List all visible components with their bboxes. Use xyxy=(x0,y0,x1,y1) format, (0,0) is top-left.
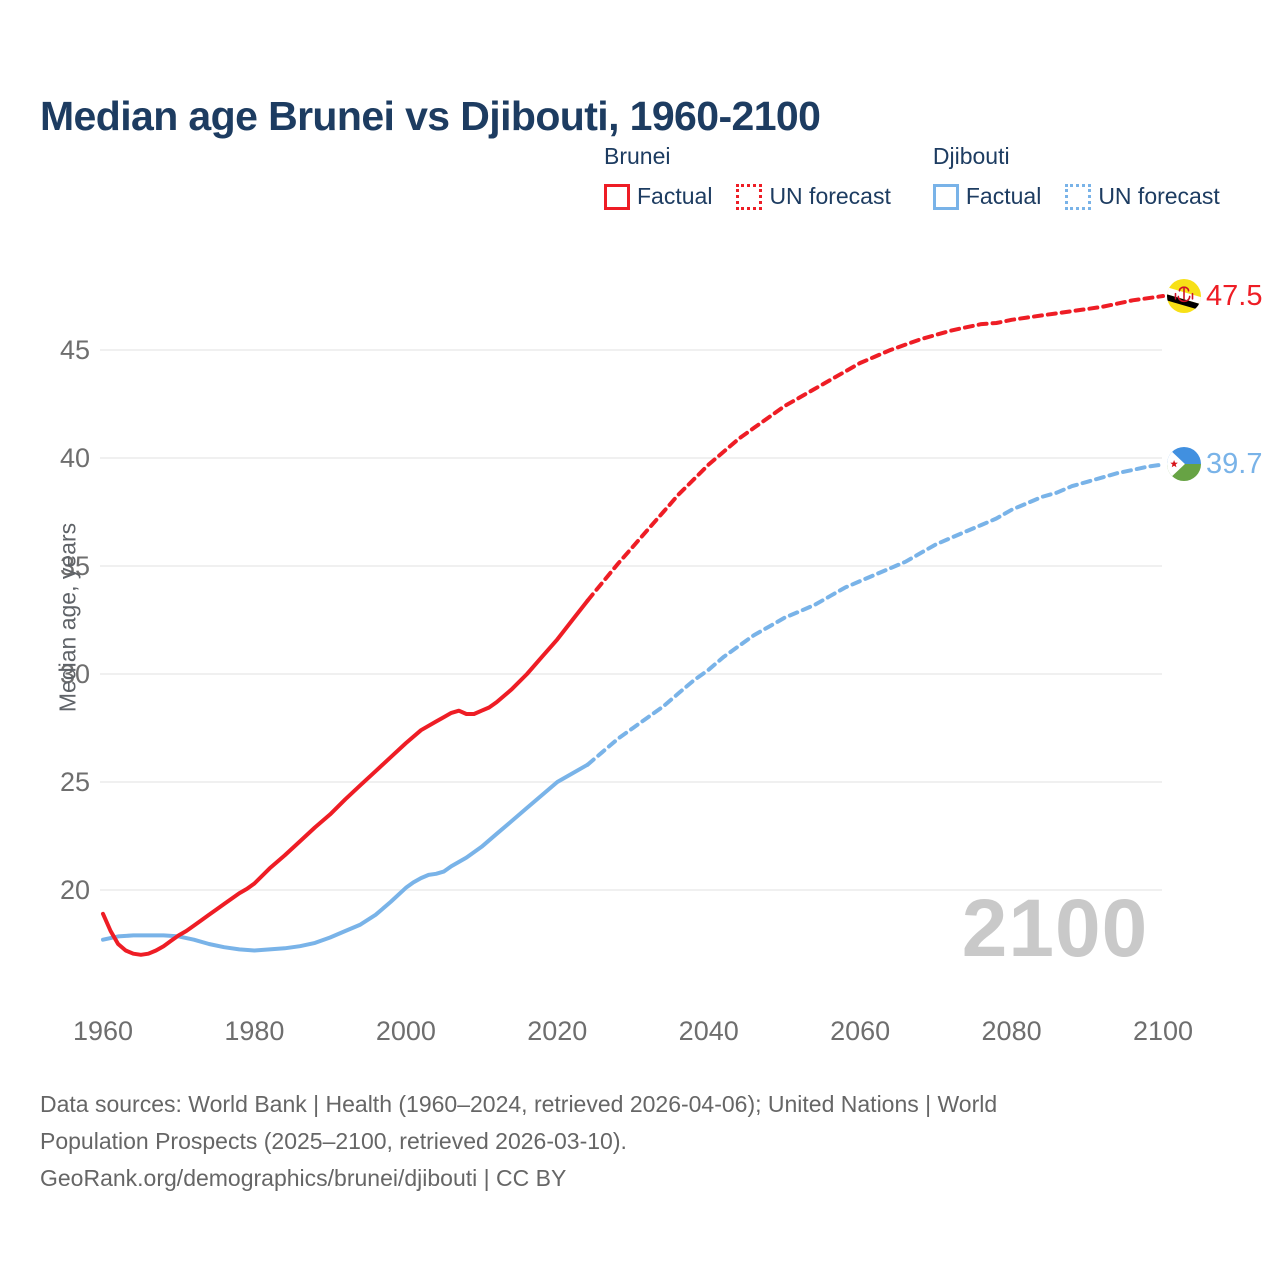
y-tick-label: 35 xyxy=(60,551,90,581)
legend-group-brunei: Brunei Factual UN forecast xyxy=(604,143,891,210)
djibouti-end-value: 39.7 xyxy=(1206,448,1263,480)
x-tick-label: 2100 xyxy=(1133,1016,1193,1046)
footer: Data sources: World Bank | Health (1960–… xyxy=(40,1086,1200,1197)
legend-item-brunei-forecast: UN forecast xyxy=(736,183,891,210)
legend-label-brunei-factual: Factual xyxy=(637,183,713,209)
x-tick-label: 2080 xyxy=(982,1016,1042,1046)
djibouti-flag-icon xyxy=(1167,447,1201,481)
legend-swatch-brunei-factual xyxy=(604,183,630,210)
legend-group-title-djibouti: Djibouti xyxy=(932,143,1010,169)
x-tick-label: 1960 xyxy=(73,1016,133,1046)
x-tick-label: 2060 xyxy=(830,1016,890,1046)
watermark-year: 2100 xyxy=(961,883,1149,974)
legend-group-title-brunei: Brunei xyxy=(604,143,671,169)
djibouti-forecast-line xyxy=(585,462,1165,767)
brunei-factual-line xyxy=(101,598,590,957)
legend-group-djibouti: Djibouti Factual UN forecast xyxy=(932,143,1220,210)
x-tick-label: 2020 xyxy=(527,1016,587,1046)
y-tick-label: 20 xyxy=(60,875,90,905)
djibouti-factual-line xyxy=(101,762,590,953)
y-tick-label: 25 xyxy=(60,767,90,797)
legend-swatch-djibouti-forecast xyxy=(1065,183,1092,210)
legend-item-brunei-factual: Factual xyxy=(604,183,712,210)
x-tick-label: 2040 xyxy=(679,1016,739,1046)
data-sources-line-1: Data sources: World Bank | Health (1960–… xyxy=(40,1091,998,1117)
brunei-flag-icon xyxy=(1167,279,1201,313)
data-sources-line-2: Population Prospects (2025–2100, retriev… xyxy=(40,1128,627,1154)
brunei-forecast-line xyxy=(585,294,1165,603)
y-tick-label: 30 xyxy=(60,659,90,689)
y-axis-title: Median age, years xyxy=(54,522,81,713)
legend-item-djibouti-factual: Factual xyxy=(932,183,1042,210)
brunei-end-value: 47.5 xyxy=(1206,280,1263,312)
legend-swatch-brunei-forecast xyxy=(736,183,763,210)
legend-label-djibouti-factual: Factual xyxy=(965,183,1042,209)
legend-item-djibouti-forecast: UN forecast xyxy=(1065,183,1220,210)
y-tick-label: 40 xyxy=(60,443,90,473)
x-tick-label: 2000 xyxy=(376,1016,436,1046)
legend-label-djibouti-forecast: UN forecast xyxy=(1098,183,1220,209)
legend-swatch-djibouti-factual xyxy=(932,183,959,210)
legend: Brunei Factual UN forecast Djibouti Fact… xyxy=(604,143,1220,210)
attribution-link-line: GeoRank.org/demographics/brunei/djibouti… xyxy=(40,1165,567,1191)
page-title: Median age Brunei vs Djibouti, 1960-2100 xyxy=(40,93,821,140)
legend-label-brunei-forecast: UN forecast xyxy=(769,183,891,209)
x-tick-label: 1980 xyxy=(224,1016,284,1046)
y-tick-label: 45 xyxy=(60,335,90,365)
